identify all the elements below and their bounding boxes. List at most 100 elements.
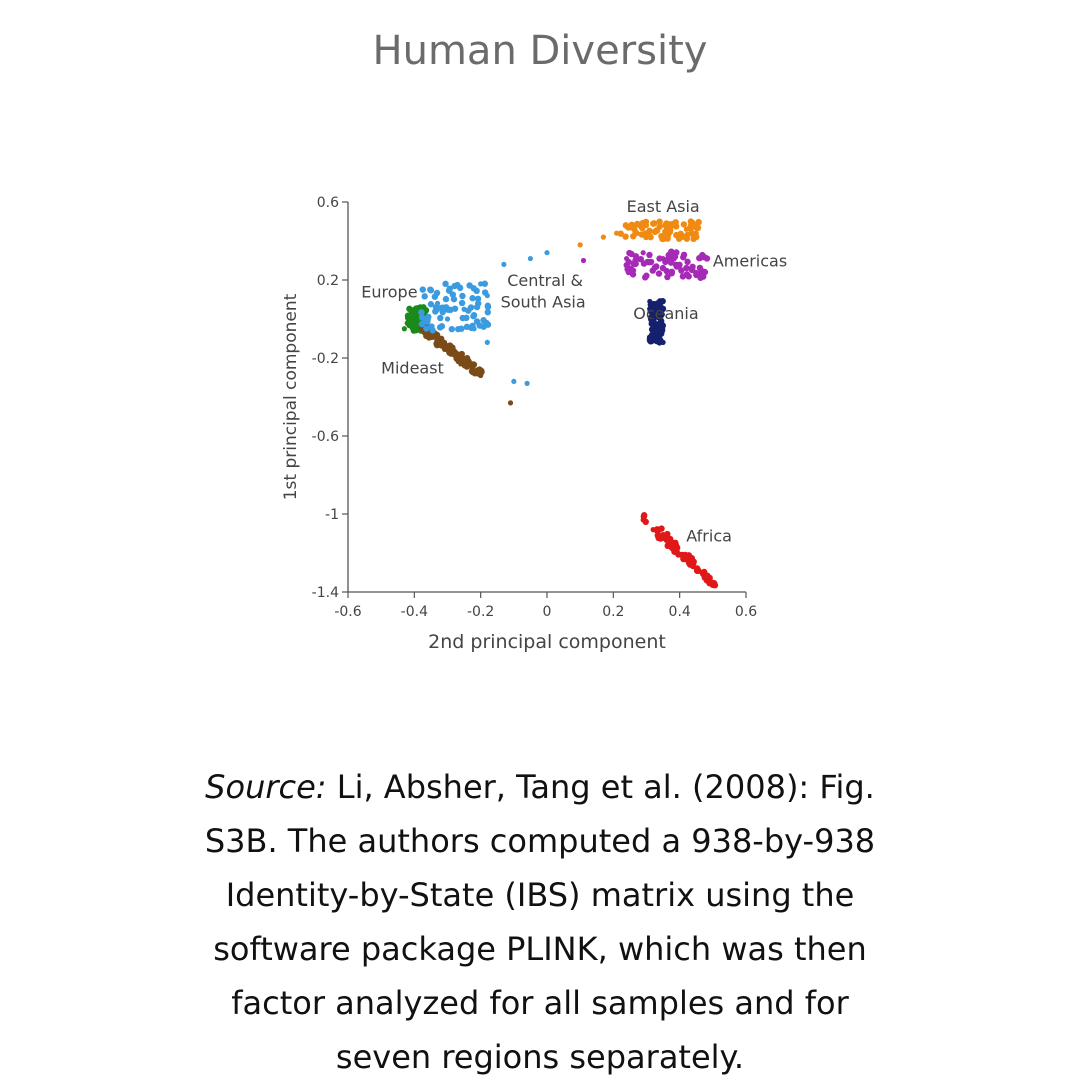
data-point — [501, 261, 507, 267]
data-point — [466, 282, 473, 289]
data-point — [646, 337, 654, 344]
data-point — [631, 260, 639, 268]
data-point — [628, 250, 635, 258]
data-point — [463, 323, 471, 331]
data-point — [700, 571, 706, 578]
y-tick-label: -0.6 — [312, 429, 339, 445]
data-point — [643, 222, 650, 228]
data-point — [458, 350, 465, 358]
data-point — [641, 274, 649, 281]
data-point — [645, 230, 652, 238]
annotation-label: Mideast — [381, 359, 444, 378]
data-point — [653, 227, 661, 234]
data-point — [653, 327, 660, 334]
data-point — [473, 287, 480, 295]
data-point — [650, 317, 657, 324]
data-point — [653, 332, 660, 338]
data-point — [448, 325, 456, 333]
data-point — [688, 229, 695, 237]
data-point — [432, 308, 439, 315]
data-point — [484, 339, 490, 345]
data-point — [577, 242, 583, 248]
data-point — [677, 261, 683, 267]
data-point — [660, 534, 666, 540]
data-point — [622, 233, 629, 240]
data-point — [456, 284, 464, 292]
data-point — [683, 264, 690, 272]
annotation-label: South Asia — [501, 292, 586, 311]
data-point — [401, 326, 407, 332]
data-point — [689, 219, 696, 227]
data-point — [419, 286, 426, 293]
data-point — [694, 224, 702, 232]
data-point — [444, 316, 451, 322]
data-point — [704, 572, 711, 579]
data-point — [408, 316, 414, 322]
data-point — [654, 300, 661, 307]
data-point — [429, 327, 436, 334]
data-point — [437, 314, 444, 322]
data-point — [649, 267, 656, 274]
scatter-chart-svg: 0.6 0.2 -0.2 -0.6 -1 -1.4 -0.6 -0.4 -0.2 0 0.2 0.4 0… — [281, 195, 787, 653]
y-tick-label: 0.2 — [317, 273, 339, 289]
data-point — [473, 318, 481, 325]
series-africa — [640, 512, 719, 589]
y-tick-label: 0.6 — [317, 195, 339, 211]
data-point — [690, 267, 696, 273]
data-point — [684, 258, 691, 266]
data-point — [700, 273, 706, 279]
data-point — [423, 325, 430, 332]
data-point — [422, 316, 429, 323]
data-point — [637, 255, 644, 263]
data-point — [458, 299, 466, 307]
x-tick-label: -0.6 — [334, 604, 361, 620]
data-point — [670, 544, 676, 550]
data-point — [478, 372, 484, 379]
data-point — [484, 293, 490, 299]
data-point — [675, 551, 682, 558]
data-point — [654, 532, 661, 539]
data-point — [637, 222, 644, 229]
data-point — [646, 251, 653, 259]
data-point — [433, 289, 441, 297]
data-point — [653, 308, 660, 314]
data-point — [683, 271, 691, 278]
data-point — [658, 311, 665, 318]
data-point — [696, 264, 704, 272]
y-tick-label: -1.4 — [312, 585, 339, 601]
data-point — [703, 255, 711, 262]
annotation-label: Americas — [713, 251, 787, 270]
data-point — [663, 224, 669, 230]
data-point — [647, 258, 655, 266]
x-tick-label: -0.4 — [401, 604, 428, 620]
data-point — [436, 324, 444, 331]
data-point — [470, 361, 478, 368]
data-point — [640, 250, 646, 256]
data-point — [460, 355, 468, 363]
data-point — [617, 230, 624, 237]
data-point — [484, 302, 491, 309]
scatter-chart: 0.6 0.2 -0.2 -0.6 -1 -1.4 -0.6 -0.4 -0.2 0 0.2 0.4 0… — [260, 170, 820, 670]
annotation-label: Central & — [507, 271, 583, 290]
page-title: Human Diversity — [372, 28, 708, 74]
data-point — [427, 301, 435, 308]
data-point — [680, 554, 686, 560]
data-point — [478, 281, 484, 287]
series-oceania — [646, 298, 667, 346]
annotation-label: East Asia — [627, 197, 700, 216]
data-point — [449, 291, 457, 298]
data-point — [665, 251, 672, 259]
data-point — [664, 273, 671, 281]
caption-source-label: Source: — [205, 768, 327, 806]
data-point — [683, 553, 691, 560]
data-point — [664, 530, 671, 538]
data-point — [663, 267, 670, 275]
data-point — [444, 306, 452, 313]
y-tick-label: -1 — [325, 507, 339, 523]
data-point — [527, 255, 534, 262]
data-point — [438, 341, 444, 347]
data-point — [660, 339, 666, 345]
data-point — [624, 255, 630, 262]
data-point — [469, 295, 476, 302]
data-point — [647, 298, 653, 305]
